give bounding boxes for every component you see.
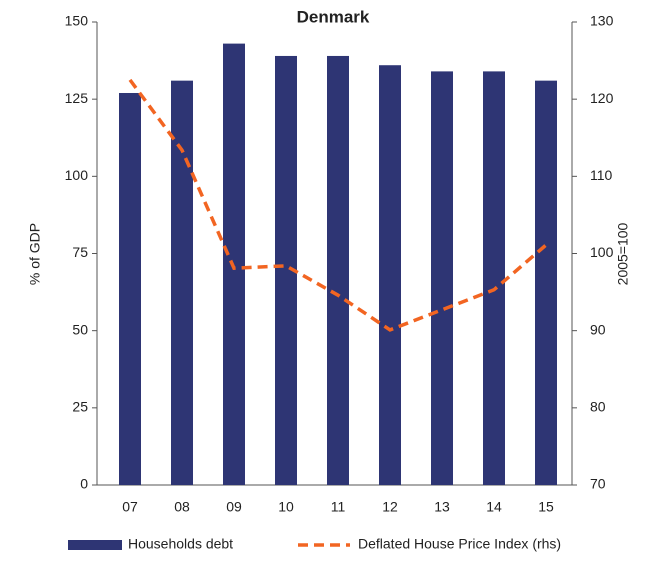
y2-tick-label: 110 (590, 167, 613, 183)
x-tick-label: 10 (278, 499, 294, 515)
x-tick-label: 07 (122, 499, 138, 515)
y-tick-label: 125 (65, 90, 89, 106)
bar (535, 80, 557, 485)
bar (483, 71, 505, 486)
y-tick-label: 50 (72, 321, 88, 337)
y2-tick-label: 130 (590, 13, 614, 29)
y2-axis-label: 2005=100 (615, 222, 631, 285)
bar (119, 92, 141, 485)
chart-title: Denmark (297, 7, 370, 26)
y-tick-label: 150 (65, 13, 89, 29)
y2-tick-label: 80 (590, 399, 606, 415)
bar (379, 65, 401, 486)
y-tick-label: 25 (72, 399, 88, 415)
y-tick-label: 75 (72, 244, 88, 260)
y2-tick-label: 120 (590, 90, 614, 106)
bar (275, 55, 297, 485)
x-tick-label: 12 (382, 499, 398, 515)
y-tick-label: 0 (80, 476, 88, 492)
y2-tick-label: 100 (590, 244, 614, 260)
x-tick-label: 13 (434, 499, 450, 515)
x-tick-label: 15 (538, 499, 554, 515)
legend-swatch (68, 540, 122, 550)
x-tick-label: 09 (226, 499, 242, 515)
y-tick-label: 100 (65, 167, 89, 183)
legend-label: Households debt (128, 536, 233, 552)
x-tick-label: 11 (331, 499, 346, 515)
line (128, 78, 548, 332)
y2-tick-label: 90 (590, 321, 606, 337)
y-axis-label: % of GDP (27, 223, 43, 285)
legend-label: Deflated House Price Index (rhs) (358, 536, 561, 552)
x-tick-label: 14 (486, 499, 502, 515)
y2-tick-label: 70 (590, 476, 606, 492)
x-tick-label: 08 (174, 499, 190, 515)
bar (327, 55, 349, 485)
bar (431, 71, 453, 486)
bar (171, 80, 193, 485)
